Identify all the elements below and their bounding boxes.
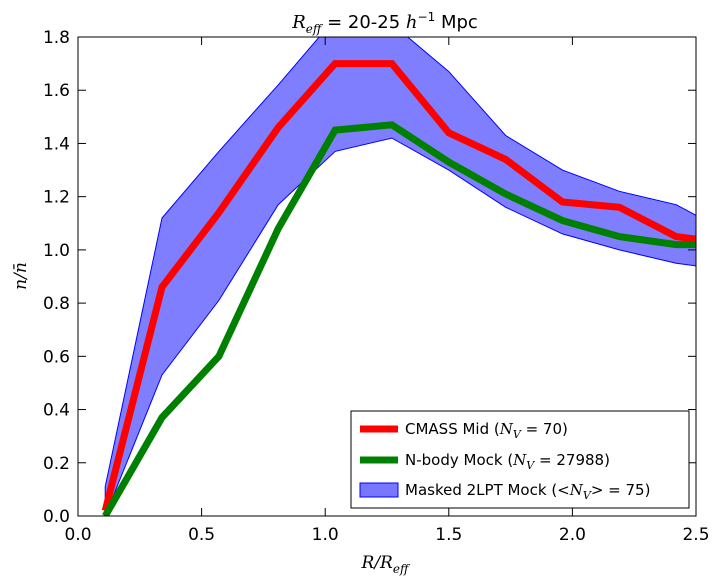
- x-tick-label: 0.0: [64, 525, 91, 545]
- y-tick-label: 1.6: [43, 81, 70, 101]
- y-tick-label: 0.2: [43, 454, 70, 474]
- x-tick-label: 0.5: [188, 525, 215, 545]
- x-axis: 0.0 0.5 1.0 1.5 2.0 2.5: [64, 37, 710, 545]
- plot-area: [101, 37, 696, 516]
- y-tick-label: 1.4: [43, 134, 70, 154]
- y-axis: 0.0 0.2 0.4 0.6 0.8 1.0 1.2 1.4 1.6 1.8: [43, 28, 696, 527]
- legend-box: [350, 410, 690, 509]
- x-tick-label: 1.0: [312, 525, 339, 545]
- y-tick-label: 0.6: [43, 347, 70, 367]
- y-tick-label: 1.8: [43, 28, 70, 48]
- y-tick-label: 1.0: [43, 241, 70, 261]
- nbody-mock-line: [102, 121, 696, 516]
- x-axis-label: R/Reff: [361, 553, 411, 576]
- legend-label-nbody-mock: N-body Mock (NV = 27988): [405, 451, 610, 472]
- axes-frame: [77, 36, 697, 517]
- legend-label-cmass-mid: CMASS Mid (NV = 70): [405, 420, 568, 441]
- legend-swatch-masked-2lpt: [359, 482, 399, 498]
- chart-title: Reff = 20-25 h−1 Mpc: [291, 10, 478, 36]
- cmass-mid-line: [101, 60, 696, 512]
- y-tick-label: 0.8: [43, 294, 70, 314]
- x-tick-label: 2.0: [559, 525, 586, 545]
- x-tick-label: 2.5: [682, 525, 709, 545]
- y-tick-label: 1.2: [43, 188, 70, 208]
- y-tick-label: 0.4: [43, 401, 70, 421]
- x-tick-label: 1.5: [435, 525, 462, 545]
- masked-2lpt-band: [104, 37, 696, 516]
- y-axis-label: n/n̄: [11, 262, 31, 290]
- legend: CMASS Mid (NV = 70) N-body Mock (NV = 27…: [350, 410, 690, 509]
- y-tick-label: 0.0: [43, 507, 70, 527]
- legend-label-masked-2lpt: Masked 2LPT Mock (<NV> = 75): [405, 481, 650, 502]
